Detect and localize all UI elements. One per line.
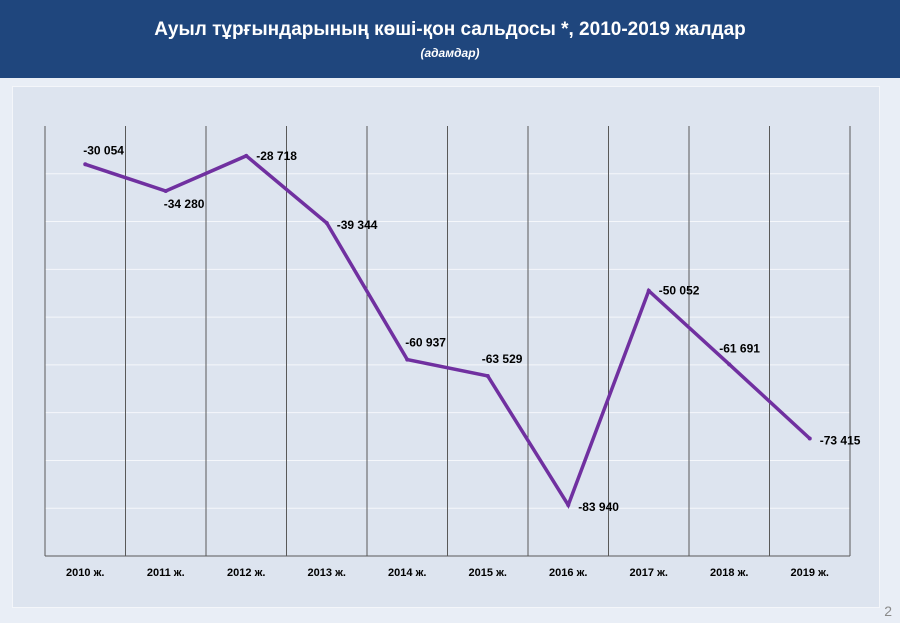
- data-point: [324, 221, 329, 226]
- header-banner: Ауыл тұрғындарының көші-қон сальдосы *, …: [0, 0, 900, 78]
- x-tick-label: 2015 ж.: [469, 567, 507, 579]
- data-point: [566, 503, 571, 508]
- data-point: [405, 357, 410, 362]
- data-label: -60 937: [405, 336, 446, 350]
- data-point: [807, 436, 812, 441]
- data-point: [163, 189, 168, 194]
- x-tick-label: 2017 ж.: [630, 567, 668, 579]
- data-label: -61 691: [719, 341, 760, 355]
- x-tick-label: 2014 ж.: [388, 567, 426, 579]
- data-label: -83 940: [578, 500, 619, 514]
- x-tick-label: 2011 ж.: [147, 567, 185, 579]
- data-label: -28 718: [256, 149, 297, 163]
- page-number: 2: [884, 603, 892, 619]
- data-label: -63 529: [482, 352, 523, 366]
- chart-title: Ауыл тұрғындарының көші-қон сальдосы *, …: [154, 19, 746, 40]
- data-point: [727, 362, 732, 367]
- series-line: [84, 153, 811, 509]
- chart-subtitle: (адамдар): [420, 46, 480, 60]
- data-label: -39 344: [337, 218, 378, 232]
- data-label: -34 280: [164, 197, 205, 211]
- x-tick-label: 2019 ж.: [791, 567, 829, 579]
- data-point: [485, 373, 490, 378]
- x-tick-label: 2012 ж.: [227, 567, 265, 579]
- x-tick-label: 2018 ж.: [710, 567, 748, 579]
- data-point: [244, 153, 249, 158]
- data-point: [646, 288, 651, 293]
- x-tick-label: 2010 ж.: [66, 567, 104, 579]
- data-label: -50 052: [659, 284, 700, 298]
- data-label: -73 415: [820, 433, 861, 447]
- data-point: [83, 162, 88, 167]
- data-label: -30 054: [83, 143, 124, 157]
- x-tick-label: 2013 ж.: [308, 567, 346, 579]
- x-tick-label: 2016 ж.: [549, 567, 587, 579]
